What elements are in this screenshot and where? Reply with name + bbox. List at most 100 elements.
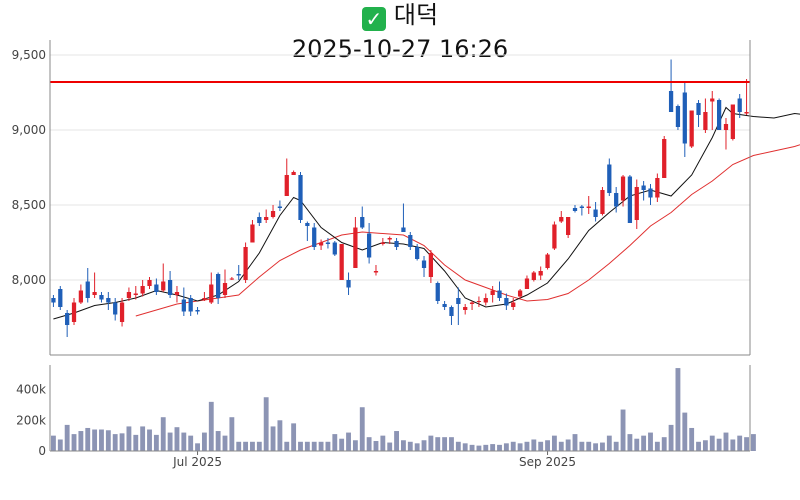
candle <box>174 286 180 303</box>
candle <box>106 292 111 310</box>
volume-bar <box>229 417 235 451</box>
volume-bar <box>613 441 619 451</box>
candle-body <box>270 211 276 217</box>
candle-body <box>99 295 104 300</box>
candle <box>188 295 193 316</box>
volume-bar <box>270 426 276 451</box>
candle <box>559 211 564 223</box>
chart-timestamp: 2025-10-27 16:26 <box>291 35 509 63</box>
candle <box>469 301 475 310</box>
candle-body <box>607 164 612 193</box>
candle <box>133 286 138 300</box>
price-tick-label: 8,000 <box>12 273 46 287</box>
candle-body <box>463 307 468 310</box>
candle-body <box>744 112 749 114</box>
candle-body <box>92 292 97 295</box>
candle-body <box>195 310 200 312</box>
candle <box>421 256 427 277</box>
candle-body <box>58 289 63 307</box>
volume-bar <box>421 440 427 451</box>
candle <box>682 82 687 157</box>
candle-body <box>264 217 269 220</box>
candle <box>284 158 289 196</box>
candle <box>552 221 557 250</box>
volume-bar <box>661 437 667 451</box>
candle-body <box>586 206 591 208</box>
candle <box>366 223 372 264</box>
volume-bar <box>634 438 640 451</box>
candle-body <box>442 304 447 307</box>
volume-bar <box>277 420 283 451</box>
volume-bar <box>620 409 626 451</box>
candle-body <box>113 302 118 315</box>
volume-bar <box>208 401 214 451</box>
candle <box>689 110 694 148</box>
candle <box>270 205 276 219</box>
candle-body <box>298 175 303 220</box>
candle <box>51 295 56 307</box>
candle-body <box>277 206 283 208</box>
candle-body <box>291 172 296 175</box>
volume-bar <box>174 427 180 451</box>
volume-bar <box>483 444 489 451</box>
volume-bar <box>702 440 708 451</box>
volume-bar <box>737 435 743 451</box>
candle <box>318 239 324 250</box>
candle-body <box>579 206 584 208</box>
candle-body <box>51 298 56 303</box>
candle <box>716 98 722 130</box>
volume-bar <box>263 397 269 451</box>
candle-body <box>531 272 536 280</box>
volume-bar <box>455 441 461 451</box>
candle-body <box>469 302 475 304</box>
candle <box>360 206 365 229</box>
candle-body <box>222 283 228 295</box>
candle-body <box>209 284 214 303</box>
volume-bar <box>215 431 221 451</box>
candle-body <box>723 124 729 130</box>
candle <box>58 286 63 310</box>
candle-body <box>339 244 344 280</box>
volume-bar <box>572 434 578 451</box>
candle <box>126 287 132 301</box>
candle-body <box>668 91 674 112</box>
volume-axis: 0 200k 400k <box>16 383 46 458</box>
candle <box>703 98 708 133</box>
candle <box>408 232 413 250</box>
candle-body <box>408 235 413 247</box>
candle <box>579 205 584 216</box>
volume-bar <box>593 443 599 451</box>
candle <box>463 304 468 315</box>
volume-bar <box>126 426 132 451</box>
volume-bar <box>71 434 77 451</box>
candle <box>394 238 399 250</box>
volume-bar <box>675 368 681 451</box>
volume-bar <box>407 441 413 451</box>
volume-bar <box>469 444 475 451</box>
candle-body <box>737 98 742 112</box>
candle-body <box>675 106 681 127</box>
volume-bar <box>105 430 111 451</box>
candle-body <box>511 302 516 307</box>
volume-bar <box>92 429 98 451</box>
candle <box>531 271 536 282</box>
volume-bar <box>744 437 749 451</box>
candle-body <box>634 187 639 220</box>
candle-body <box>106 298 111 303</box>
candle <box>737 94 742 118</box>
volume-bar <box>716 438 722 451</box>
volume-bar <box>606 435 612 451</box>
long-moving-average-line <box>135 144 800 317</box>
volume-bar <box>366 437 372 451</box>
candle-body <box>318 242 324 246</box>
candle <box>566 217 571 238</box>
candle-body <box>236 274 241 276</box>
candle-body <box>380 242 385 244</box>
volume-bar <box>517 443 523 451</box>
candle-body <box>360 217 365 228</box>
candle <box>634 179 639 229</box>
volume-bar <box>524 441 530 451</box>
candle <box>730 104 735 141</box>
candle <box>99 292 104 303</box>
volume-bar <box>167 432 173 451</box>
